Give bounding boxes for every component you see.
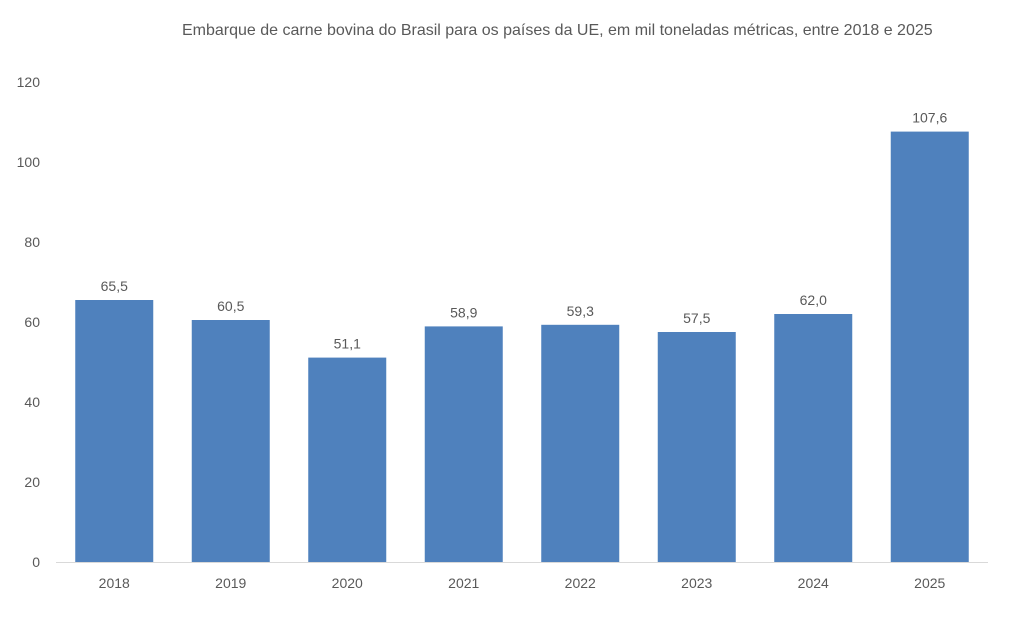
data-label: 107,6	[912, 110, 947, 126]
data-label: 65,5	[101, 278, 128, 294]
x-tick-label: 2020	[332, 575, 363, 591]
y-tick-label: 60	[24, 314, 40, 330]
bar-2021	[424, 326, 503, 562]
y-tick-label: 100	[17, 154, 41, 170]
bar-2022	[541, 324, 620, 562]
x-tick-label: 2022	[565, 575, 596, 591]
bar-2020	[308, 357, 387, 562]
bar-2019	[191, 320, 270, 562]
y-tick-label: 0	[32, 554, 40, 570]
x-tick-label: 2024	[798, 575, 829, 591]
data-label: 59,3	[567, 303, 594, 319]
data-label: 51,1	[334, 336, 361, 352]
bar-2018	[75, 300, 154, 562]
data-label: 62,0	[800, 292, 827, 308]
x-tick-label: 2025	[914, 575, 945, 591]
chart-title: Embarque de carne bovina do Brasil para …	[182, 22, 933, 39]
x-tick-label: 2019	[215, 575, 246, 591]
y-tick-label: 120	[17, 74, 41, 90]
data-label: 57,5	[683, 310, 710, 326]
data-label: 58,9	[450, 304, 477, 320]
bar-2023	[657, 332, 736, 562]
x-tick-label: 2018	[99, 575, 130, 591]
y-tick-label: 20	[24, 474, 40, 490]
x-tick-label: 2021	[448, 575, 479, 591]
data-label: 60,5	[217, 298, 244, 314]
bar-2024	[774, 314, 853, 562]
bar-2025	[890, 131, 969, 562]
y-tick-label: 40	[24, 394, 40, 410]
x-tick-label: 2023	[681, 575, 712, 591]
y-tick-label: 80	[24, 234, 40, 250]
